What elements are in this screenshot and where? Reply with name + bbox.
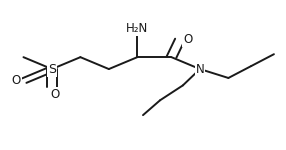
Text: H₂N: H₂N	[126, 22, 148, 35]
Text: O: O	[50, 88, 59, 101]
Text: S: S	[48, 63, 56, 76]
Text: O: O	[183, 33, 193, 46]
Text: N: N	[196, 63, 204, 76]
Text: O: O	[11, 74, 21, 87]
